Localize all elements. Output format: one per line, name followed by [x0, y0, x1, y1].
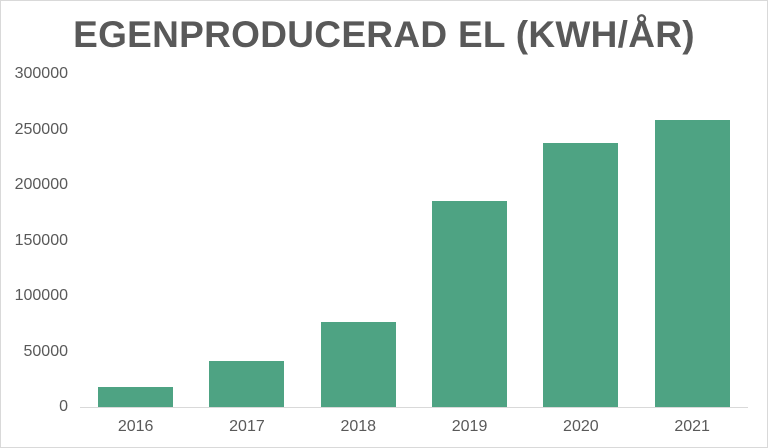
- y-tick-label: 100000: [14, 287, 68, 304]
- y-tick-label: 50000: [23, 342, 69, 360]
- x-tick-label: 2016: [117, 418, 154, 435]
- x-tick-label: 2021: [674, 418, 710, 435]
- x-tick-label: 2020: [563, 418, 599, 435]
- chart-title: EGENPRODUCERAD EL (KWH/ÅR): [73, 14, 695, 55]
- y-tick-label: 0: [59, 398, 68, 415]
- bar-2017: [209, 361, 285, 407]
- x-tick-label: 2019: [451, 418, 488, 435]
- bar-2018: [320, 322, 396, 407]
- bar-2021: [654, 119, 730, 407]
- y-tick-label: 300000: [14, 65, 68, 82]
- bar-2016: [98, 387, 174, 407]
- bar-2020: [543, 142, 619, 407]
- x-axis-line: [80, 407, 748, 408]
- y-tick-label: 200000: [14, 176, 68, 193]
- x-tick-label: 2018: [340, 418, 377, 435]
- x-tick-label: 2017: [229, 418, 265, 435]
- y-tick-label: 150000: [14, 231, 68, 249]
- y-tick-label: 250000: [14, 120, 68, 138]
- bar-2019: [432, 201, 508, 407]
